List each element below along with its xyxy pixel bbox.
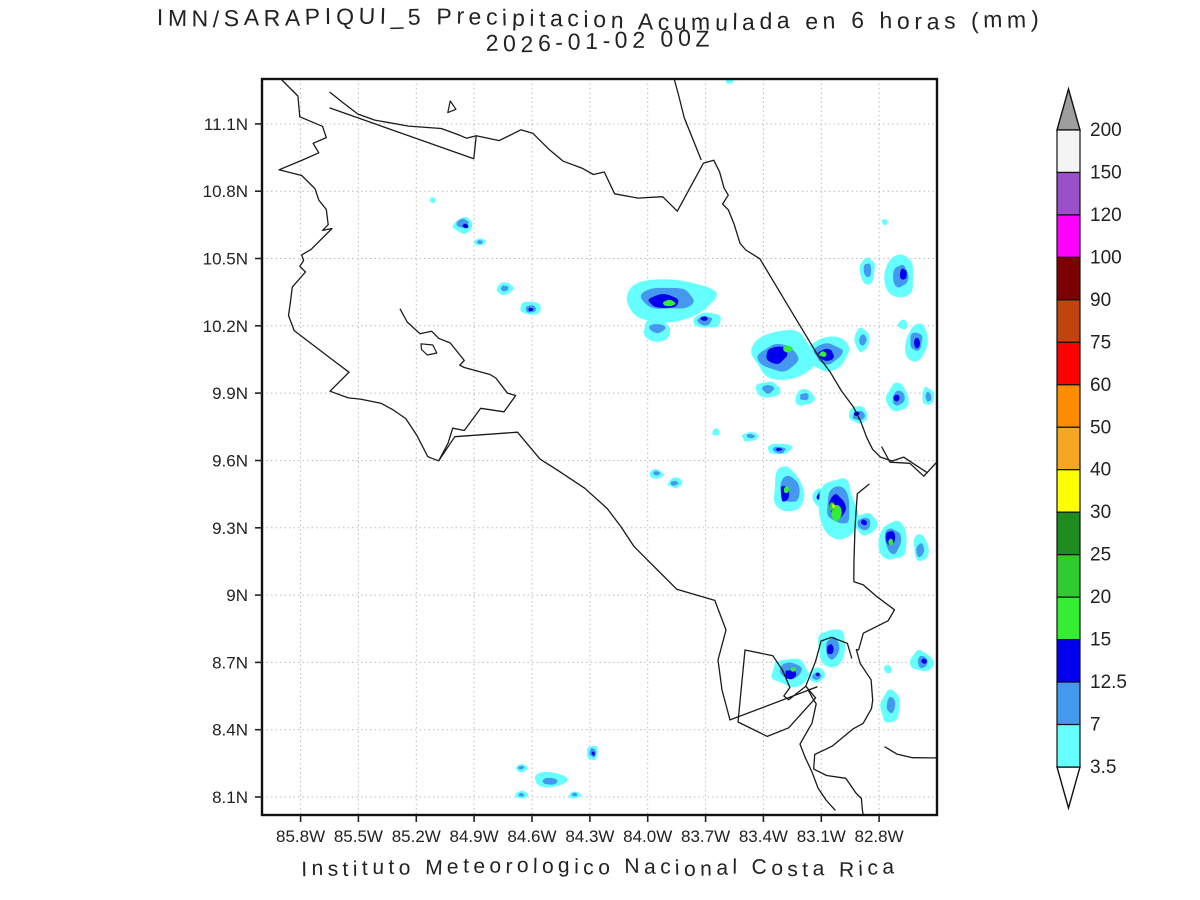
svg-text:82.8W: 82.8W <box>855 827 904 846</box>
svg-text:12.5: 12.5 <box>1090 672 1127 693</box>
svg-text:100: 100 <box>1090 247 1122 268</box>
svg-text:50: 50 <box>1090 417 1111 438</box>
svg-text:15: 15 <box>1090 630 1111 651</box>
svg-text:85.5W: 85.5W <box>334 827 383 846</box>
svg-text:84.6W: 84.6W <box>507 827 556 846</box>
svg-text:8.7N: 8.7N <box>212 653 248 672</box>
svg-text:3.5: 3.5 <box>1090 757 1116 778</box>
svg-text:84.3W: 84.3W <box>565 827 614 846</box>
svg-text:25: 25 <box>1090 545 1111 566</box>
svg-text:20: 20 <box>1090 587 1111 608</box>
svg-text:40: 40 <box>1090 460 1111 481</box>
svg-text:8.4N: 8.4N <box>212 721 248 740</box>
svg-text:10.2N: 10.2N <box>203 317 248 336</box>
svg-text:7: 7 <box>1090 715 1101 736</box>
svg-text:9N: 9N <box>226 586 248 605</box>
svg-text:60: 60 <box>1090 375 1111 396</box>
svg-text:85.2W: 85.2W <box>392 827 441 846</box>
svg-text:85.8W: 85.8W <box>276 827 325 846</box>
svg-text:83.1W: 83.1W <box>797 827 846 846</box>
svg-text:10.8N: 10.8N <box>203 182 248 201</box>
svg-text:8.1N: 8.1N <box>212 788 248 807</box>
svg-text:120: 120 <box>1090 205 1122 226</box>
svg-text:10.5N: 10.5N <box>203 250 248 269</box>
svg-text:200: 200 <box>1090 120 1122 141</box>
svg-text:9.6N: 9.6N <box>212 452 248 471</box>
svg-text:11.1N: 11.1N <box>204 115 248 134</box>
svg-text:150: 150 <box>1090 163 1122 184</box>
svg-text:83.7W: 83.7W <box>681 827 730 846</box>
svg-text:30: 30 <box>1090 502 1111 523</box>
svg-text:9.3N: 9.3N <box>212 519 248 538</box>
svg-text:84.9W: 84.9W <box>450 827 499 846</box>
svg-text:9.9N: 9.9N <box>212 384 248 403</box>
svg-text:83.4W: 83.4W <box>739 827 788 846</box>
svg-text:75: 75 <box>1090 332 1111 353</box>
svg-text:84.0W: 84.0W <box>623 827 672 846</box>
svg-text:90: 90 <box>1090 290 1111 311</box>
